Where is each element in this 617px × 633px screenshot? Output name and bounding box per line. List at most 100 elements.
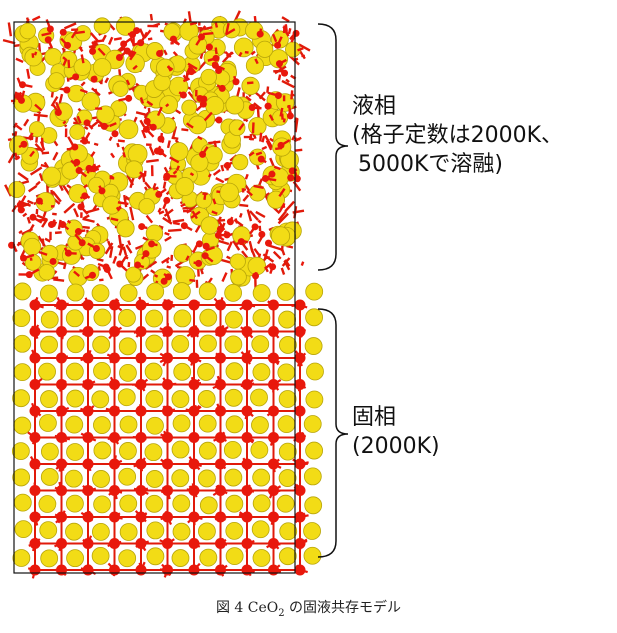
oxygen-atom [135, 352, 147, 364]
cerium-atom [225, 494, 244, 513]
cerium-atom [171, 334, 190, 353]
oxygen-atom [215, 538, 226, 549]
oxygen-atom [63, 86, 71, 94]
oxygen-bond [157, 207, 162, 213]
oxygen-atom [162, 299, 173, 311]
oxygen-atom [163, 172, 171, 180]
oxygen-atom [120, 40, 128, 48]
cerium-atom [138, 198, 155, 215]
cerium-atom [199, 548, 218, 567]
oxygen-atom [56, 432, 67, 443]
oxygen-bond [52, 151, 59, 161]
solid-phase-temperature: (2000K) [352, 434, 440, 459]
cerium-atom [225, 415, 244, 434]
oxygen-atom [268, 511, 279, 523]
oxygen-atom [20, 140, 28, 148]
oxygen-bond [117, 139, 125, 143]
cerium-atom [13, 334, 32, 353]
oxygen-bond [248, 137, 255, 141]
oxygen-atom [218, 84, 226, 92]
oxygen-bond [172, 218, 185, 223]
oxygen-atom [281, 69, 289, 77]
cerium-atom [40, 310, 59, 329]
oxygen-atom [82, 352, 94, 364]
oxygen-bond [238, 212, 243, 218]
oxygen-atom [72, 73, 80, 81]
oxygen-atom [82, 511, 94, 523]
oxygen-atom [292, 29, 300, 37]
cerium-atom [146, 521, 165, 540]
cerium-atom [93, 441, 112, 460]
figure-caption: 図 4 CeO2 の固液共存モデル [0, 597, 617, 619]
oxygen-bond [22, 212, 28, 218]
oxygen-atom [268, 485, 279, 496]
oxygen-bond [97, 265, 101, 271]
oxygen-bond [295, 148, 303, 152]
cerium-atom [48, 72, 65, 89]
oxygen-bond [255, 210, 266, 219]
oxygen-atom [77, 203, 85, 211]
cerium-atom [188, 115, 207, 135]
oxygen-bond [171, 136, 179, 141]
oxygen-atom [288, 167, 296, 175]
oxygen-bond [33, 113, 48, 118]
oxygen-atom [215, 511, 226, 523]
cerium-atom [303, 522, 321, 540]
cerium-atom [199, 308, 218, 327]
liquid-phase-note-line2: 5000Kで溶融) [358, 152, 503, 177]
solid-phase-bracket [317, 308, 349, 558]
oxygen-bond [221, 51, 233, 64]
cerium-atom [146, 547, 165, 566]
oxygen-bond [297, 47, 304, 52]
oxygen-atom [251, 223, 259, 231]
oxygen-bond [91, 41, 96, 49]
oxygen-bond [254, 58, 259, 65]
cerium-atom [279, 336, 297, 354]
oxygen-bond [38, 173, 44, 182]
cerium-atom [225, 95, 245, 115]
oxygen-atom [103, 265, 111, 273]
oxygen-bond [246, 81, 254, 85]
oxygen-atom [215, 352, 226, 364]
oxygen-atom [148, 240, 156, 248]
oxygen-atom [111, 130, 119, 138]
cerium-atom [125, 266, 142, 283]
cerium-atom [279, 522, 298, 541]
oxygen-bond [124, 256, 129, 260]
cerium-atom [92, 58, 112, 77]
oxygen-bond [248, 151, 255, 157]
oxygen-bond [67, 136, 75, 146]
solid-phase-label: 固相 (2000K) [352, 403, 440, 461]
oxygen-bond [164, 208, 172, 223]
oxygen-bond [63, 202, 76, 214]
oxygen-bond [73, 208, 80, 218]
oxygen-atom [8, 241, 16, 249]
cerium-atom [270, 226, 291, 246]
cerium-atom [224, 468, 243, 487]
oxygen-atom [142, 250, 150, 258]
oxygen-atom [198, 33, 206, 41]
oxygen-bond [163, 208, 174, 217]
cerium-atom [173, 309, 192, 328]
oxygen-bond [244, 173, 249, 180]
cerium-atom [247, 256, 267, 276]
liquid-phase-bracket [317, 23, 349, 271]
cerium-atom [200, 216, 219, 235]
oxygen-bond [26, 199, 34, 205]
oxygen-atom [133, 27, 141, 35]
oxygen-bond [15, 124, 23, 131]
oxygen-bond [277, 212, 289, 225]
oxygen-atom [20, 254, 28, 262]
oxygen-atom [216, 225, 224, 233]
oxygen-bond [166, 265, 172, 269]
oxygen-atom [109, 538, 120, 549]
oxygen-atom [59, 221, 67, 229]
oxygen-bond [203, 32, 214, 36]
oxygen-bond [225, 22, 230, 34]
oxygen-atom [268, 352, 279, 364]
oxygen-bond [83, 125, 89, 131]
oxygen-bond [7, 137, 12, 142]
oxygen-atom [82, 405, 94, 417]
cerium-atom [303, 415, 322, 433]
oxygen-bond [123, 194, 128, 208]
